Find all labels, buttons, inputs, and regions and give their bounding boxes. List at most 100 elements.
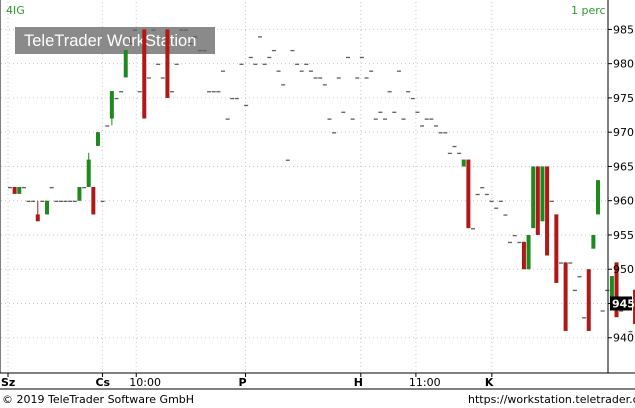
candle-body <box>211 91 216 93</box>
x-axis: Sz Cs 10:00 P H 11:00 K <box>1 373 494 389</box>
candle-body <box>216 91 221 93</box>
candle-body <box>21 187 26 189</box>
candle-body <box>471 228 475 230</box>
last-price-tag: 945 <box>610 296 635 311</box>
x-tick-label: 11:00 <box>409 376 441 389</box>
candle-body <box>197 49 202 52</box>
candle-body <box>378 111 383 113</box>
watermark: TeleTrader WorkStation <box>24 32 196 50</box>
candle-body <box>35 214 40 222</box>
candle-body <box>443 132 448 134</box>
candle-body <box>160 77 165 79</box>
candle-body <box>568 262 573 264</box>
candle-body <box>207 91 212 93</box>
candle-body <box>489 200 494 203</box>
candle-body <box>582 317 587 319</box>
candle-body <box>133 29 138 31</box>
candle-body <box>123 49 128 78</box>
candle-body <box>396 70 401 72</box>
candle-body <box>461 159 466 167</box>
candle-body <box>498 200 503 203</box>
candle-body <box>77 187 82 201</box>
candle-body <box>475 193 480 196</box>
candle-body <box>276 70 281 72</box>
candle-body <box>271 49 276 52</box>
candle-body <box>572 289 577 292</box>
candle-body <box>295 63 300 65</box>
candle-body <box>193 36 198 38</box>
candle-body <box>179 29 184 31</box>
y-axis: 940 950 955 960 965 970 975 980 985 <box>608 23 634 345</box>
candle-body <box>262 63 267 65</box>
candle-body <box>633 289 635 325</box>
candle-body <box>503 214 508 216</box>
candle-body <box>540 166 545 222</box>
y-tick-label: 985 <box>613 23 634 36</box>
candle-body <box>535 166 540 235</box>
candle-body <box>188 43 193 45</box>
candle-body <box>466 159 471 229</box>
candle-body <box>369 70 374 72</box>
candle-body <box>355 77 360 79</box>
candle-body <box>17 187 22 194</box>
y-tick-label: 980 <box>613 58 634 71</box>
candle-body <box>438 132 443 134</box>
y-tick-label: 965 <box>613 160 634 173</box>
candle-body <box>586 269 591 331</box>
symbol-label: 4IG <box>6 4 25 17</box>
candle-body <box>508 241 513 244</box>
candle-body <box>327 118 332 120</box>
candle-body <box>392 111 397 113</box>
candle-body <box>105 125 110 127</box>
candle-body <box>183 29 188 31</box>
candle-body <box>253 63 258 65</box>
x-tick-label: Cs <box>95 376 110 389</box>
candle-body <box>558 262 563 264</box>
candle-body <box>137 91 142 93</box>
candle-body <box>109 91 114 119</box>
candle-body <box>128 43 133 45</box>
candle-body <box>332 132 337 134</box>
candle-body <box>82 187 87 189</box>
candle-body <box>114 97 119 100</box>
candle-body <box>563 262 568 331</box>
y-tick-label: 955 <box>613 229 634 242</box>
candle-body <box>359 56 364 59</box>
candle-body <box>318 77 323 79</box>
candle-body <box>373 118 378 120</box>
x-tick-label: K <box>485 376 494 389</box>
candle-body <box>72 200 77 203</box>
candle-body <box>244 104 249 107</box>
candle-body <box>142 29 147 119</box>
candle-body <box>258 36 263 38</box>
candle-body <box>40 200 45 203</box>
candle-body <box>494 207 499 209</box>
candlestick-series <box>8 29 635 333</box>
candle-body <box>31 200 36 203</box>
candle-body <box>447 152 452 155</box>
last-price-tag-box <box>610 296 632 311</box>
candle-body <box>609 276 614 304</box>
candle-body <box>299 70 304 72</box>
candle-body <box>313 77 318 79</box>
candle-body <box>146 77 151 79</box>
candle-body <box>58 200 63 203</box>
y-tick-label: 970 <box>613 126 634 139</box>
copyright-text: © 2019 TeleTrader Software GmbH <box>2 393 194 406</box>
candle-body <box>341 111 346 113</box>
candle-body <box>410 97 415 100</box>
x-tick-label: Sz <box>1 376 15 389</box>
candle-body <box>628 330 633 333</box>
candle-body <box>239 63 244 65</box>
candle-body <box>350 118 355 120</box>
candle-body <box>429 118 434 120</box>
candle-body <box>591 234 596 249</box>
candle-body <box>401 118 406 120</box>
website-link[interactable]: https://workstation.teletrader.com <box>468 393 635 406</box>
candle-body <box>406 91 411 93</box>
candle-body <box>521 241 526 270</box>
candle-body <box>248 56 253 59</box>
candle-body <box>68 200 73 203</box>
candle-body <box>26 200 31 203</box>
